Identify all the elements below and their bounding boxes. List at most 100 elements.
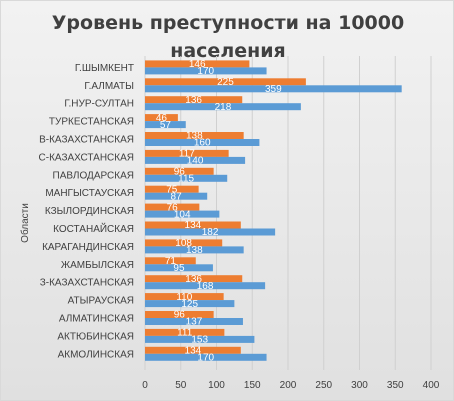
category-label: ЖАМБЫЛСКАЯ [61,260,134,271]
category-label: Г.АЛМАТЫ [84,81,134,92]
data-label: 140 [187,156,204,167]
x-tick-label: 250 [315,380,332,391]
category-labels: Г.ШЫМКЕНТ Г.АЛМАТЫ Г.НУР-СУЛТАН ТУРКЕСТАНСК… [39,63,135,360]
data-label: 218 [215,102,232,113]
data-label: 46 [156,113,168,124]
chart-title: Уровень преступности на 10000 населения [51,12,405,62]
x-tick-label: 100 [208,380,225,391]
data-label: 125 [181,299,198,310]
data-label: 110 [176,292,192,303]
bar-series-2 [145,139,260,146]
category-label: АКТЮБИНСКАЯ [57,331,134,342]
category-label: АТЫРАУСКАЯ [68,296,134,307]
bar-series-2 [145,103,301,111]
category-label: АКМОЛИНСКАЯ [58,349,134,360]
bar-series-1 [145,167,214,175]
data-label: 136 [185,95,202,106]
x-tick-label: 0 [142,380,148,391]
data-label: 108 [175,238,192,249]
category-label: КЗЫЛОРДИНСКАЯ [45,206,134,217]
bar-series-2 [145,67,267,75]
data-label: 137 [186,317,203,328]
data-label: 104 [174,209,191,220]
bar-series-2 [145,121,186,129]
category-label: МАНГЫСТАУСКАЯ [45,188,134,199]
bar-series-1 [145,311,214,318]
category-label: В-КАЗАХСТАНСКАЯ [39,135,134,146]
data-label: 87 [171,191,183,202]
category-label: КАРАГАНДИНСКАЯ [42,242,134,253]
bar-series-2 [145,318,243,325]
data-label: 75 [166,184,178,195]
bar-series-1 [145,96,243,104]
data-label: 96 [174,167,186,178]
data-label: 153 [191,335,208,346]
x-tick-label: 400 [423,380,440,391]
bar-series-1 [145,78,306,86]
bar-series-1 [145,257,196,265]
bars: 1461702253591362184657138160117140961157… [145,59,402,364]
data-label: 136 [185,274,202,285]
category-label: С-КАЗАХСТАНСКАЯ [39,152,134,163]
bar-series-1 [145,203,200,211]
bar-series-1 [145,239,223,247]
bar-series-2 [145,282,266,290]
bar-series-1 [145,149,229,157]
data-label: 134 [185,346,202,357]
data-label: 168 [197,281,214,292]
bar-series-1 [145,275,243,283]
category-label: КОСТАНАЙСКАЯ [53,222,134,235]
x-tick-label: 350 [387,380,404,391]
data-label: 146 [189,59,206,70]
bar-series-1 [145,293,224,301]
bar-series-2 [145,210,220,218]
bar-series-1 [145,346,241,354]
data-label: 96 [174,310,186,321]
data-label: 359 [265,84,282,95]
data-label: 115 [178,174,194,185]
data-label: 182 [202,227,219,238]
x-tick-label: 200 [280,380,297,391]
category-label: Г.ШЫМКЕНТ [75,63,134,74]
data-label: 225 [217,77,234,88]
x-tick-label: 300 [351,380,368,391]
bar-series-2 [145,335,255,343]
bar-series-2 [145,264,213,272]
data-label: 117 [179,149,195,160]
category-label: ПАВЛОДАРСКАЯ [53,170,134,181]
bar-series-2 [145,228,276,236]
data-label: 57 [160,120,172,131]
bar-series-1 [145,132,244,139]
data-label: 76 [167,202,179,213]
bar-series-2 [145,85,402,93]
category-label: Г.НУР-СУЛТАН [64,99,134,110]
data-label: 111 [177,328,193,339]
data-label: 138 [186,131,203,142]
data-label: 95 [173,263,185,274]
data-label: 160 [194,138,211,149]
x-tick-label: 50 [175,380,187,391]
bar-series-2 [145,192,208,200]
bar-series-2 [145,353,267,361]
bar-series-1 [145,185,199,193]
bar-series-1 [145,328,225,336]
data-label: 170 [197,66,214,77]
bar-series-2 [145,300,235,308]
category-label: АЛМАТИНСКАЯ [59,314,134,325]
bar-series-1 [145,114,178,122]
bar-series-1 [145,60,250,68]
bar-series-2 [145,156,246,164]
bar-series-2 [145,174,228,182]
y-axis-title: Области [19,203,31,243]
category-label: З-КАЗАХСТАНСКАЯ [40,278,134,289]
x-tick-labels: 0 50 100 150 200 250 300 350 400 [142,380,440,391]
bar-series-2 [145,246,244,254]
category-label: ТУРКЕСТАНСКАЯ [49,117,134,128]
data-label: 138 [186,245,203,256]
data-label: 134 [185,220,202,231]
x-tick-label: 150 [244,380,261,391]
data-label: 71 [165,256,177,267]
bar-series-1 [145,221,241,229]
